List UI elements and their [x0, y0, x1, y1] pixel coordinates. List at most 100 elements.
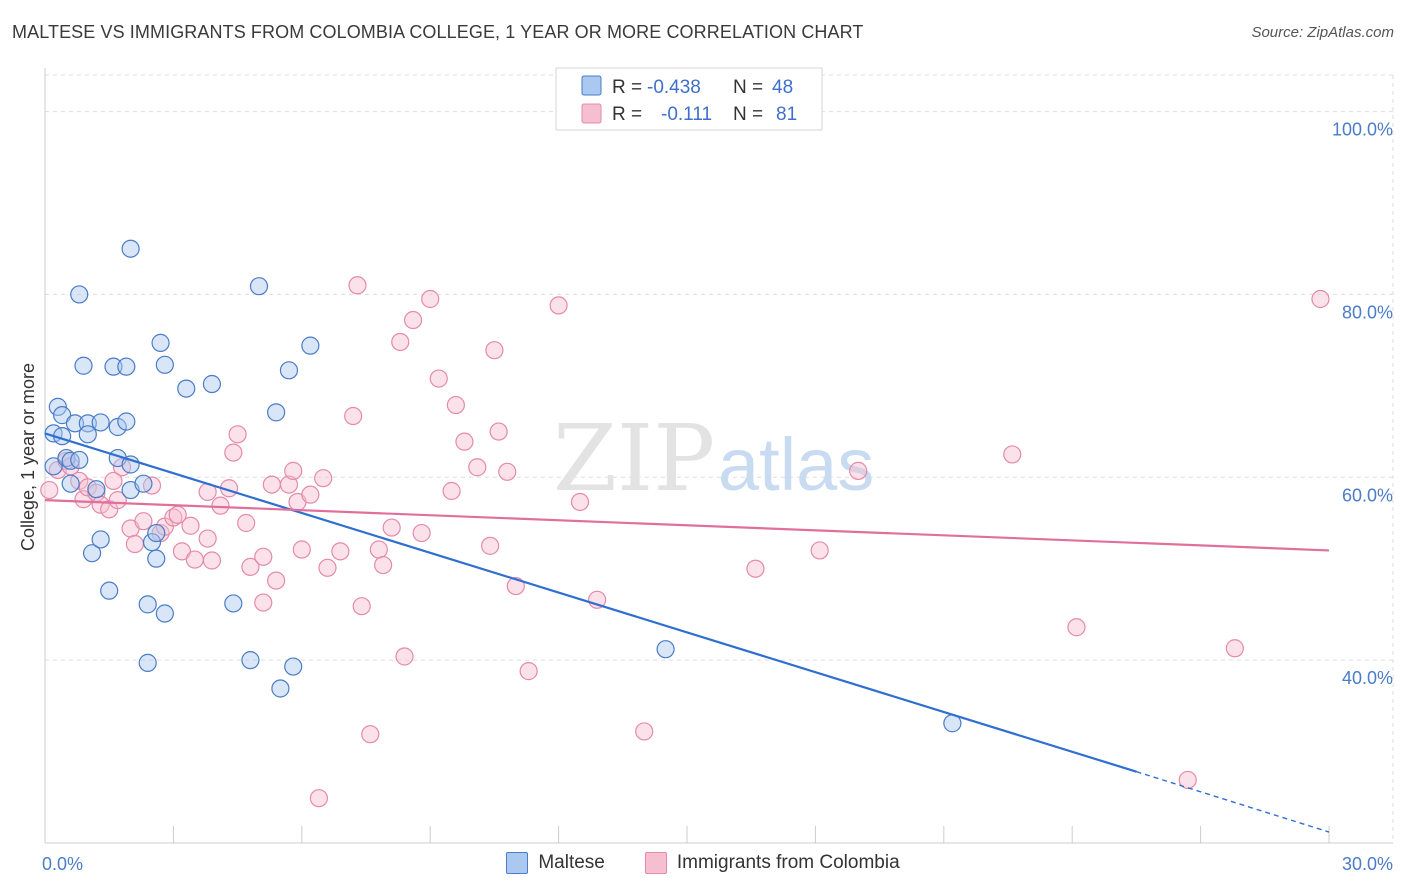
colombia-point-52 — [382, 518, 401, 537]
maltese-point-10 — [70, 285, 89, 304]
chart-title: MALTESE VS IMMIGRANTS FROM COLOMBIA COLL… — [12, 22, 864, 42]
colombia-trend-line — [44, 499, 1330, 552]
trend-lines — [44, 432, 1330, 833]
colombia-point-66 — [498, 462, 517, 481]
maltese-point-9 — [70, 450, 89, 470]
maltese-point-15 — [87, 480, 106, 499]
maltese-point-37 — [202, 374, 222, 394]
watermark-atlas: atlas — [718, 423, 874, 506]
maltese-point-27 — [134, 474, 153, 493]
colombia-point-0 — [40, 480, 59, 500]
colombia-point-26 — [202, 551, 222, 570]
legend-r-value-colombia: -0.111 — [661, 104, 712, 125]
maltese-point-29 — [138, 653, 157, 672]
y-tick-label-0: 40.0% — [1342, 668, 1393, 688]
colombia-point-76 — [1003, 445, 1022, 464]
colombia-point-49 — [361, 725, 380, 744]
x-tick-label-1: 30.0% — [1342, 854, 1393, 874]
colombia-point-40 — [292, 540, 311, 559]
colombia-point-64 — [485, 341, 504, 360]
maltese-trend-extension — [1136, 771, 1330, 833]
maltese-point-33 — [151, 333, 170, 352]
maltese-point-31 — [147, 523, 166, 543]
colombia-point-80 — [1311, 289, 1330, 309]
legend-item-colombia: Immigrants from Colombia — [644, 852, 900, 874]
grid-lines — [45, 74, 1394, 843]
colombia-point-47 — [348, 276, 367, 295]
colombia-point-70 — [570, 492, 590, 512]
maltese-point-13 — [78, 425, 97, 444]
legend-n-label-maltese: N = — [733, 77, 763, 98]
colombia-points — [40, 276, 1330, 808]
legend-n-value-maltese: 48 — [772, 77, 793, 98]
maltese-point-23 — [117, 412, 136, 431]
legend-label-colombia: Immigrants from Colombia — [676, 852, 900, 873]
maltese-trend-line — [44, 432, 1137, 773]
maltese-point-44 — [284, 657, 303, 676]
maltese-points — [44, 239, 962, 733]
legend-n-label-colombia: N = — [733, 104, 763, 125]
maltese-point-14 — [82, 544, 102, 563]
maltese-point-22 — [117, 357, 136, 376]
colombia-point-74 — [810, 541, 829, 560]
maltese-point-28 — [138, 595, 157, 614]
colombia-point-37 — [279, 475, 299, 494]
colombia-point-11 — [108, 491, 127, 510]
series-legend: Maltese Immigrants from Colombia — [0, 852, 1406, 874]
maltese-point-45 — [301, 336, 320, 355]
colombia-point-38 — [284, 461, 303, 480]
maltese-point-0 — [44, 457, 63, 476]
colombia-point-72 — [635, 722, 654, 741]
legend-r-label-colombia: R = — [612, 104, 642, 125]
x-tick-label-0: 0.0% — [42, 854, 83, 874]
colombia-point-79 — [1225, 639, 1244, 658]
colombia-point-67 — [506, 576, 525, 596]
colombia-point-73 — [746, 559, 765, 578]
watermark: ZIP atlas — [553, 405, 874, 512]
colombia-point-30 — [228, 425, 247, 444]
colombia-point-48 — [352, 597, 371, 616]
colombia-point-29 — [224, 443, 243, 462]
colombia-point-35 — [262, 475, 281, 494]
colombia-point-25 — [198, 529, 217, 548]
maltese-point-16 — [91, 530, 110, 549]
y-axis-label: College, 1 year or more — [18, 363, 38, 551]
maltese-point-2 — [48, 397, 67, 416]
maltese-point-35 — [155, 604, 174, 623]
colombia-point-46 — [344, 406, 363, 426]
y-tick-label-1: 60.0% — [1342, 485, 1393, 505]
y-tick-label-3: 100.0% — [1332, 120, 1393, 140]
colombia-point-34 — [254, 593, 273, 612]
colombia-point-41 — [301, 485, 320, 504]
colombia-point-23 — [185, 550, 204, 569]
legend-label-maltese: Maltese — [538, 852, 605, 873]
colombia-point-31 — [237, 513, 256, 533]
colombia-point-62 — [468, 458, 487, 477]
colombia-point-56 — [412, 523, 431, 543]
maltese-point-36 — [177, 379, 196, 398]
maltese-point-40 — [249, 277, 269, 296]
maltese-point-19 — [104, 357, 123, 376]
maltese-point-32 — [147, 549, 166, 568]
colombia-point-10 — [104, 471, 123, 491]
colombia-point-21 — [172, 542, 192, 561]
legend-r-value-maltese: -0.438 — [647, 77, 701, 98]
colombia-point-15 — [134, 512, 153, 531]
colombia-point-44 — [318, 558, 337, 577]
colombia-point-50 — [369, 540, 388, 559]
maltese-point-39 — [241, 651, 260, 670]
colombia-point-55 — [403, 310, 423, 330]
maltese-point-17 — [91, 413, 110, 432]
maltese-point-42 — [271, 679, 290, 698]
colombia-point-68 — [519, 662, 538, 681]
maltese-point-38 — [224, 594, 243, 613]
colombia-point-43 — [314, 469, 333, 488]
colombia-point-51 — [374, 555, 393, 575]
colombia-point-75 — [849, 461, 868, 480]
maltese-point-46 — [656, 640, 675, 659]
maltese-point-41 — [267, 403, 286, 422]
colombia-point-45 — [331, 542, 350, 561]
colombia-point-59 — [442, 481, 461, 501]
source-credit: Source: ZipAtlas.com — [1251, 24, 1394, 41]
